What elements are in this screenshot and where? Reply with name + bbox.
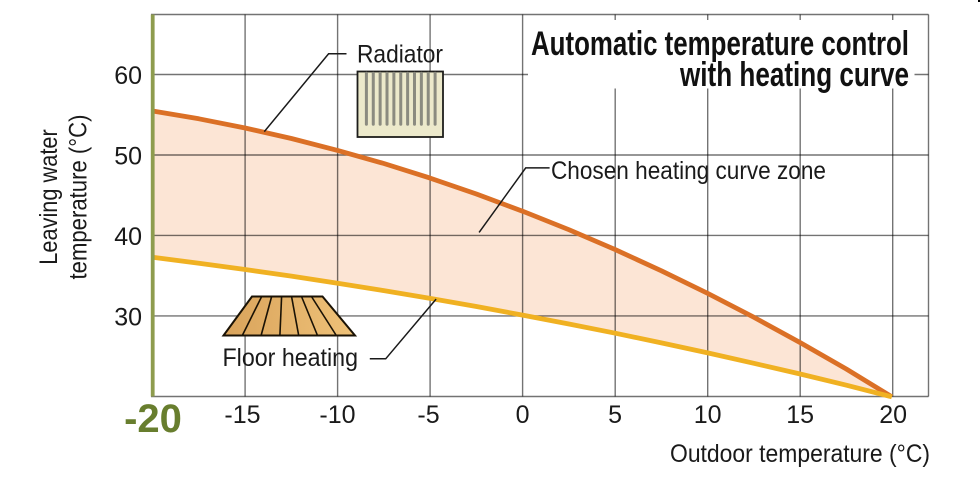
svg-text:-5: -5 [417, 401, 439, 429]
svg-text:Floor heating: Floor heating [223, 344, 359, 372]
svg-text:Automatic temperature control: Automatic temperature control [531, 25, 909, 63]
svg-text:5: 5 [608, 401, 622, 429]
svg-text:10: 10 [694, 401, 722, 429]
svg-text:-15: -15 [224, 401, 260, 429]
svg-text:with heating curve: with heating curve [679, 56, 909, 94]
svg-text:15: 15 [786, 401, 814, 429]
svg-text:60: 60 [114, 62, 142, 90]
svg-text:Leaving water: Leaving water [35, 129, 63, 264]
svg-text:40: 40 [114, 223, 142, 251]
svg-text:20: 20 [879, 401, 907, 429]
svg-text:Outdoor temperature (°C): Outdoor temperature (°C) [670, 440, 930, 468]
svg-text:0: 0 [516, 401, 530, 429]
svg-text:50: 50 [114, 142, 142, 170]
svg-text:Chosen heating curve zone: Chosen heating curve zone [551, 157, 826, 185]
svg-text:temperature (°C): temperature (°C) [65, 115, 93, 280]
svg-text:Radiator: Radiator [357, 41, 443, 69]
svg-text:30: 30 [114, 304, 142, 332]
svg-text:-10: -10 [319, 401, 355, 429]
svg-text:-20: -20 [124, 397, 182, 441]
